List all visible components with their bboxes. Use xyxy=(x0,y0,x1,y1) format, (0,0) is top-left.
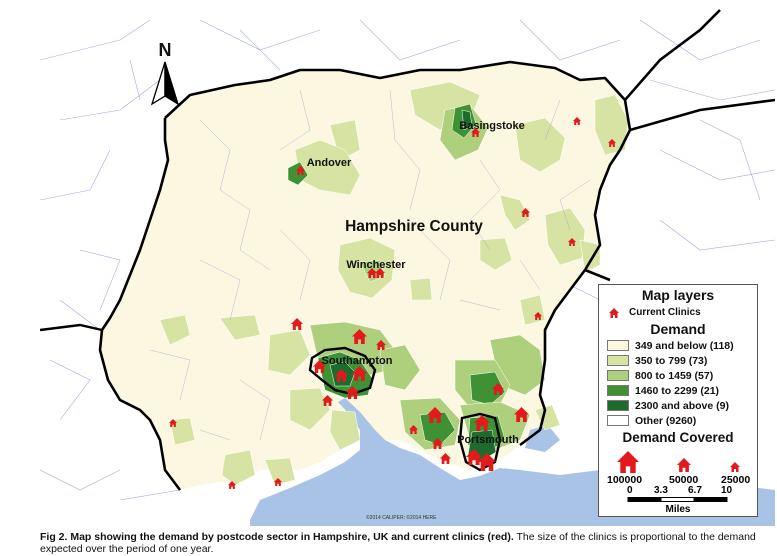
legend-swatch xyxy=(607,400,629,411)
legend-clinics-row: Current Clinics xyxy=(609,306,701,319)
demand-areas xyxy=(159,81,629,486)
north-arrow-icon xyxy=(150,61,180,106)
legend-title: Map layers xyxy=(641,287,715,303)
legend-clinics-label: Current Clinics xyxy=(629,307,701,318)
legend-covered-icons xyxy=(617,451,740,473)
legend-covered-value: 25000 xyxy=(721,474,751,486)
legend-demand-row: 349 and below (118) xyxy=(607,339,734,352)
place-label-andover: Andover xyxy=(307,157,352,169)
legend-demand-row: 1460 to 2299 (21) xyxy=(607,384,719,397)
legend-demand-row: 2300 and above (9) xyxy=(607,399,729,412)
legend-covered-value: 100000 xyxy=(607,474,643,486)
legend-swatch xyxy=(607,340,629,351)
legend-swatch xyxy=(607,355,629,366)
map-canvas: N Hampshire County Basingstoke Andover W… xyxy=(40,9,775,526)
place-label-basingstoke: Basingstoke xyxy=(459,120,524,132)
legend-covered-title: Demand Covered xyxy=(622,430,734,445)
clinic-icon xyxy=(609,307,619,318)
scale-tick: 6.7 xyxy=(688,485,702,496)
clinic-large-icon xyxy=(617,451,639,473)
legend-demand-row: 350 to 799 (73) xyxy=(607,354,707,367)
caption-rest: The size of the clinics is proportional … xyxy=(40,531,756,555)
scale-unit: Miles xyxy=(665,504,691,515)
county-label: Hampshire County xyxy=(345,218,483,235)
legend-demand-row: Other (9260) xyxy=(607,414,696,427)
map-legend: Map layers Current Clinics Demand 349 an… xyxy=(598,284,758,517)
place-label-winchester: Winchester xyxy=(346,259,406,271)
legend-demand-row: 800 to 1459 (57) xyxy=(607,369,713,382)
scale-tick: 3.3 xyxy=(654,485,668,496)
map-copyright: ©2014 CALIPER; ©2014 HERE xyxy=(366,514,437,521)
place-label-southampton: Southampton xyxy=(322,355,393,367)
legend-swatch xyxy=(607,370,629,381)
clinic-small-icon xyxy=(730,462,740,472)
map: N Hampshire County Basingstoke Andover W… xyxy=(40,6,775,526)
scale-tick: 10 xyxy=(721,485,733,496)
legend-demand-label: 1460 to 2299 (21) xyxy=(635,384,720,397)
legend-demand-label: 800 to 1459 (57) xyxy=(635,369,714,382)
clinic-medium-icon xyxy=(677,458,691,472)
scale-bar xyxy=(627,497,728,502)
southampton-boundary xyxy=(308,346,377,396)
legend-demand-label: 2300 and above (9) xyxy=(635,399,729,412)
legend-demand-label: 350 to 799 (73) xyxy=(635,354,708,367)
north-label: N xyxy=(159,40,172,60)
legend-swatch xyxy=(607,385,629,396)
caption-bold: Fig 2. Map showing the demand by postcod… xyxy=(40,531,514,543)
place-label-portsmouth: Portsmouth xyxy=(457,434,519,446)
legend-demand-title: Demand xyxy=(650,321,706,337)
legend-swatch xyxy=(607,415,629,426)
legend-demand-label: 349 and below (118) xyxy=(635,339,734,352)
figure-caption: Fig 2. Map showing the demand by postcod… xyxy=(40,531,770,555)
legend-demand-label: Other (9260) xyxy=(635,414,697,427)
scale-tick: 0 xyxy=(627,485,633,496)
legend-covered-value: 50000 xyxy=(669,474,699,486)
